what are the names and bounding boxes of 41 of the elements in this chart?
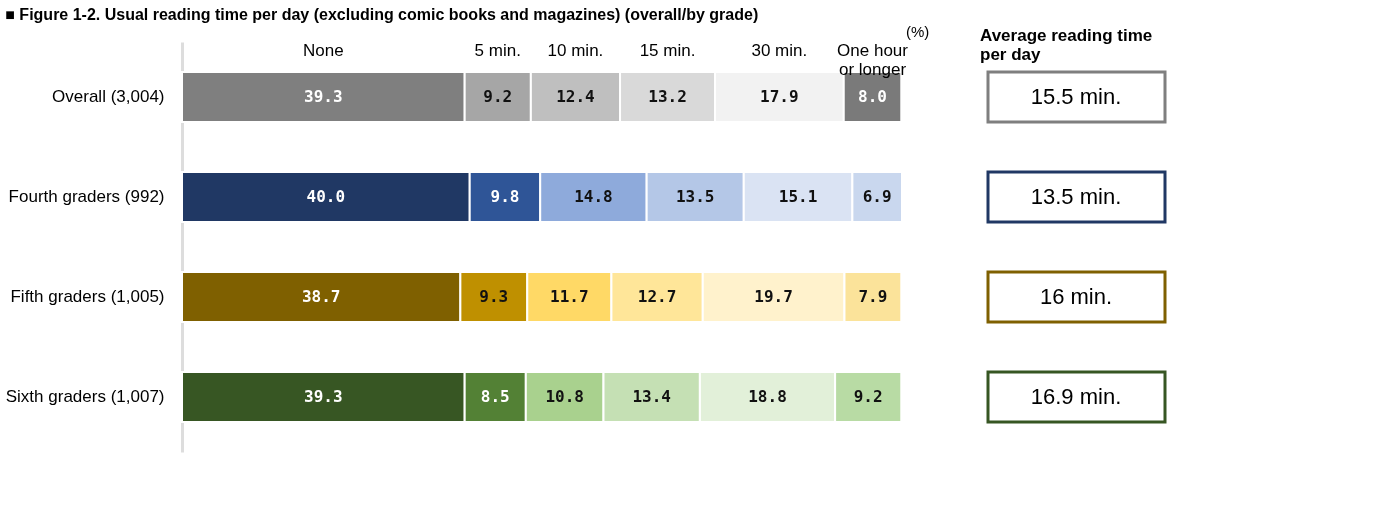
- data-label: 13.2: [648, 87, 687, 106]
- data-label: 9.2: [853, 387, 883, 406]
- data-label: 12.4: [556, 87, 595, 106]
- text: 16.9 min.: [1030, 384, 1122, 409]
- text: 15.5 min.: [1030, 84, 1122, 109]
- data-label: 39.3: [304, 387, 343, 406]
- series-label: One hour or longer: [837, 41, 909, 79]
- data-label: 9.3: [479, 287, 509, 306]
- series-label: None: [303, 41, 344, 60]
- data-label: 10.8: [545, 387, 584, 406]
- y-tick-label: Fifth graders (1,005): [10, 287, 165, 306]
- series-label: 5 min.: [474, 41, 521, 60]
- data-label: 8.5: [480, 387, 510, 406]
- series-label: 10 min.: [547, 41, 604, 60]
- text: 16 min.: [1039, 284, 1113, 309]
- data-label: 39.3: [304, 87, 343, 106]
- data-label: 7.9: [858, 287, 888, 306]
- data-label: 13.4: [632, 387, 671, 406]
- data-label: 19.7: [754, 287, 793, 306]
- data-label: 9.8: [490, 187, 520, 206]
- y-tick-label: Overall (3,004): [52, 87, 165, 106]
- data-label: 9.2: [483, 87, 513, 106]
- text: Average reading time per day: [980, 26, 1153, 64]
- series-label: 30 min.: [751, 41, 808, 60]
- data-label: 17.9: [760, 87, 799, 106]
- data-label: 12.7: [637, 287, 677, 306]
- y-tick-label: Fourth graders (992): [8, 187, 165, 206]
- text: (%): [906, 23, 930, 40]
- data-label: 18.8: [748, 387, 787, 406]
- series-label: 15 min.: [639, 41, 696, 60]
- data-label: 8.0: [858, 87, 887, 106]
- data-label: 14.8: [574, 187, 613, 206]
- data-label: 40.0: [306, 187, 346, 206]
- data-label: 6.9: [862, 187, 892, 206]
- data-label: 38.7: [301, 287, 341, 306]
- text: 13.5 min.: [1030, 184, 1122, 209]
- data-label: 13.5: [675, 187, 715, 206]
- data-label: 15.1: [778, 187, 818, 206]
- y-tick-label: Sixth graders (1,007): [5, 387, 165, 406]
- data-label: 11.7: [550, 287, 589, 306]
- chart-title: ■ Figure 1-2. Usual reading time per day (excluding comic books and magazines) (overall/by grade): [5, 6, 759, 23]
